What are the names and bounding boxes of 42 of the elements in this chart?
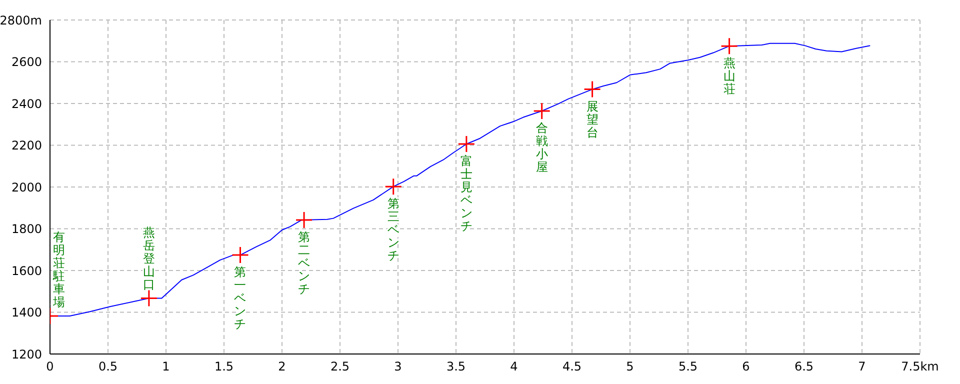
- x-tick-label: 5.5: [678, 360, 698, 374]
- point: [295, 211, 313, 229]
- y-tick-label: 1600: [11, 264, 42, 278]
- point: [140, 290, 158, 308]
- annotation: 展望台: [586, 99, 598, 140]
- y-tick-label: 1800: [11, 222, 42, 236]
- y-tick-label: 1200: [11, 347, 42, 362]
- x-tick-label: 3: [394, 360, 402, 374]
- point: [533, 102, 551, 120]
- point: [384, 178, 402, 196]
- point: [584, 80, 602, 98]
- y-tick-label: 1400: [11, 306, 42, 320]
- x-tick-label: 4: [510, 360, 518, 374]
- x-tick-label: 6.5: [794, 360, 814, 374]
- annotation: 合戦小屋: [536, 121, 548, 174]
- y-tick-label: 2200: [11, 138, 42, 153]
- x-tick-label: 3.5: [446, 360, 466, 374]
- annotation: 有明荘駐車場: [52, 230, 65, 310]
- point: [458, 135, 476, 153]
- y-tick-label: 2000: [11, 180, 42, 194]
- x-tick-label: 2: [278, 360, 286, 374]
- x-tick-label: 4.5: [562, 360, 582, 374]
- point: [720, 37, 738, 55]
- y-tick-label: 2800m: [0, 13, 42, 28]
- x-tick-label: 1.5: [214, 360, 234, 374]
- y-tick-label: 2600: [11, 55, 42, 70]
- annotation: 第二ベンチ: [298, 230, 310, 296]
- x-tick-label: 0: [46, 360, 54, 374]
- x-tick-label: 5: [626, 360, 634, 374]
- x-tick-label: 1: [162, 360, 170, 374]
- x-tick-label: 0.5: [98, 360, 118, 374]
- x-tick-label: 2.5: [330, 360, 350, 374]
- point: [231, 246, 249, 264]
- annotation: 燕岳登山口: [142, 225, 155, 292]
- y-tick-label: 2400: [11, 96, 42, 111]
- annotation: 第一ベンチ: [234, 265, 246, 332]
- annotation: 第三ベンチ: [387, 196, 400, 263]
- annotation: 燕山荘: [723, 56, 736, 96]
- x-tick-label: 7: [858, 360, 866, 374]
- x-tick-label: 6: [742, 360, 750, 374]
- annotation: 富士見ベンチ: [460, 154, 472, 233]
- x-tick-label: 7.5km: [901, 360, 939, 374]
